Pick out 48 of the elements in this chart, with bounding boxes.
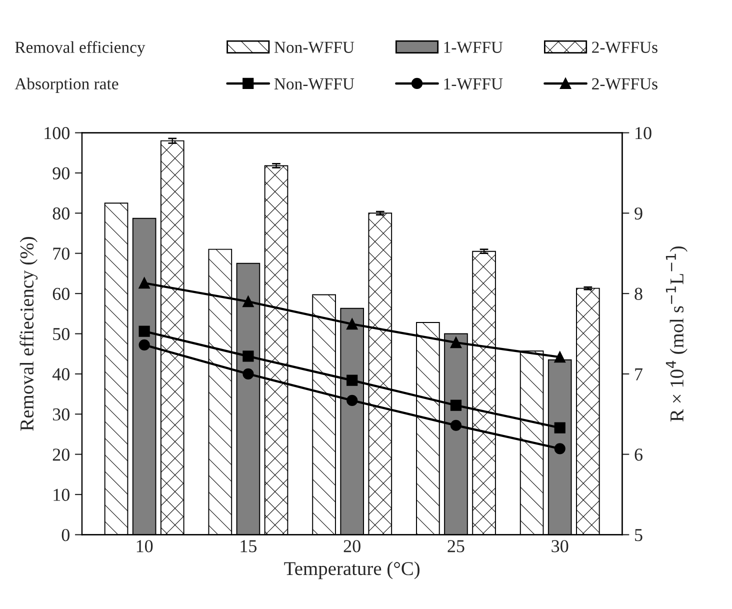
text: Absorption rate (14, 78, 118, 93)
text: Removal efficiency (15, 41, 146, 56)
y2-tick-label: 9 (634, 207, 642, 220)
legend-label: 1-WFFU (444, 42, 503, 54)
y-tick-label: 10 (54, 488, 70, 501)
point (346, 318, 358, 330)
y2-tick-label: 6 (634, 448, 642, 461)
point (138, 326, 150, 337)
legend-label: Non-WFFU (274, 42, 354, 54)
point (138, 278, 150, 289)
legend-label: 2-WFFUs (592, 78, 658, 90)
y2-axis-title: R × 10$^{4}$ (mol s$^{−1}$L$^{−1}$) (666, 246, 688, 422)
point (346, 374, 358, 386)
y-tick-label: 50 (53, 328, 70, 340)
point (242, 296, 254, 308)
y-tick-label: 0 (62, 528, 70, 542)
x-tick-label: 30 (552, 540, 568, 552)
y-tick-label: 80 (52, 207, 70, 220)
y-tick-label: 30 (52, 408, 70, 421)
x-tick-label: 25 (448, 540, 464, 552)
y-tick-label: 40 (52, 368, 70, 380)
y-tick-label: 20 (52, 448, 70, 461)
point (138, 339, 150, 351)
y-axis-title: Removal effieciency (%) (20, 237, 38, 431)
legend-label: Non-WFFU (274, 78, 354, 90)
x-tick-label: 10 (136, 540, 153, 552)
point (554, 351, 566, 363)
legend-label: 1-WFFU (444, 78, 503, 90)
x-axis-title: Temperature (°C) (284, 561, 420, 580)
y2-tick-label: 8 (634, 288, 642, 300)
point (242, 350, 254, 362)
point (554, 422, 566, 434)
y2-tick-label: 10 (636, 127, 652, 140)
x-tick-label: 15 (240, 540, 257, 552)
y-tick-label: 60 (52, 288, 70, 300)
y-tick-label: 70 (53, 248, 70, 260)
y2-tick-label: 7 (635, 368, 643, 380)
y-tick-label: 100 (44, 127, 70, 140)
x-tick-label: 20 (344, 540, 360, 552)
legend-label: 2-WFFUs (592, 42, 658, 54)
y-tick-label: 90 (52, 167, 70, 180)
point (242, 368, 254, 380)
point (450, 337, 462, 348)
point (450, 420, 462, 431)
point (346, 394, 358, 406)
y2-tick-label: 5 (635, 529, 642, 542)
point (450, 400, 462, 411)
point (554, 443, 566, 454)
